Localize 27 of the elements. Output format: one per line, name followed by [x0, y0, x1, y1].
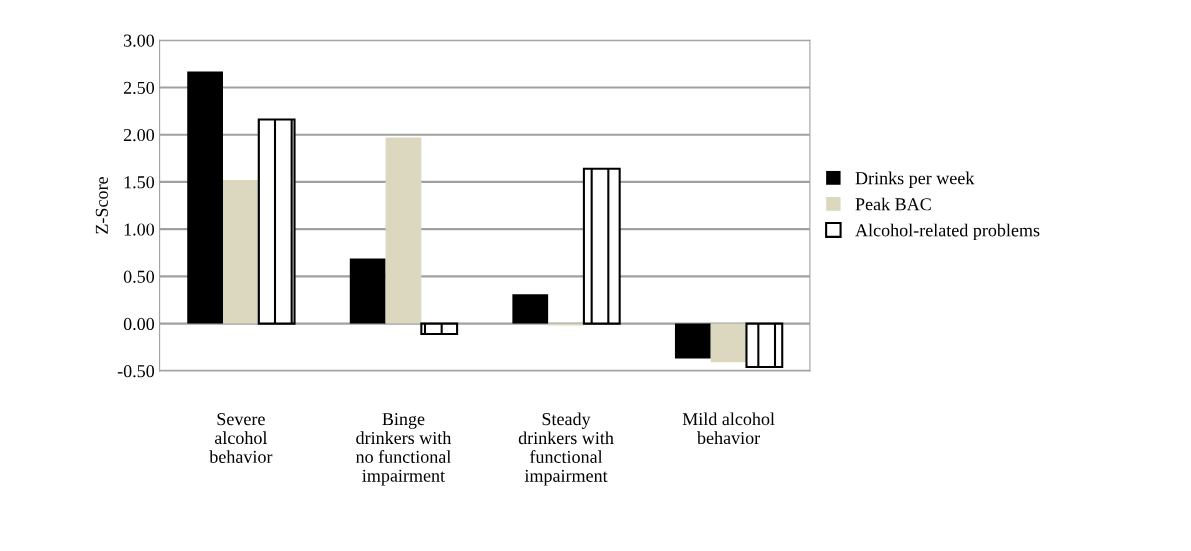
x-tick-label: Severe alcohol behavior: [209, 413, 273, 463]
y-tick-label: 3.00: [124, 34, 155, 47]
bar: [223, 180, 259, 324]
bar: [512, 294, 549, 324]
bar: [257, 118, 296, 325]
y-tick-label: 2.50: [123, 81, 155, 94]
bar: [420, 322, 459, 336]
bar: [745, 322, 784, 369]
bar: [582, 167, 621, 325]
bar: [349, 258, 386, 324]
bar: [187, 71, 223, 324]
legend-label: Peak BAC: [855, 197, 931, 211]
y-tick-label: 1.50: [124, 176, 155, 189]
x-tick-label: Steady drinkers with functional impairment: [518, 412, 614, 486]
y-axis-title: Z-Score: [95, 177, 108, 234]
x-tick-label: Mild alcohol behavior: [682, 412, 775, 445]
y-tick-label: -0.50: [117, 365, 155, 378]
bar: [674, 323, 711, 359]
y-tick-label: 0.50: [123, 270, 155, 283]
bar: [385, 137, 422, 324]
x-tick-label: Binge drinkers with no functional impairment: [355, 413, 452, 486]
y-tick-label: 2.00: [123, 128, 155, 142]
legend-label: Alcohol-related problems: [855, 223, 1040, 241]
legend-label: Drinks per week: [855, 171, 975, 188]
y-tick-label: 1.00: [124, 223, 155, 236]
y-tick-label: 0.00: [123, 317, 155, 331]
bar: [710, 323, 747, 363]
